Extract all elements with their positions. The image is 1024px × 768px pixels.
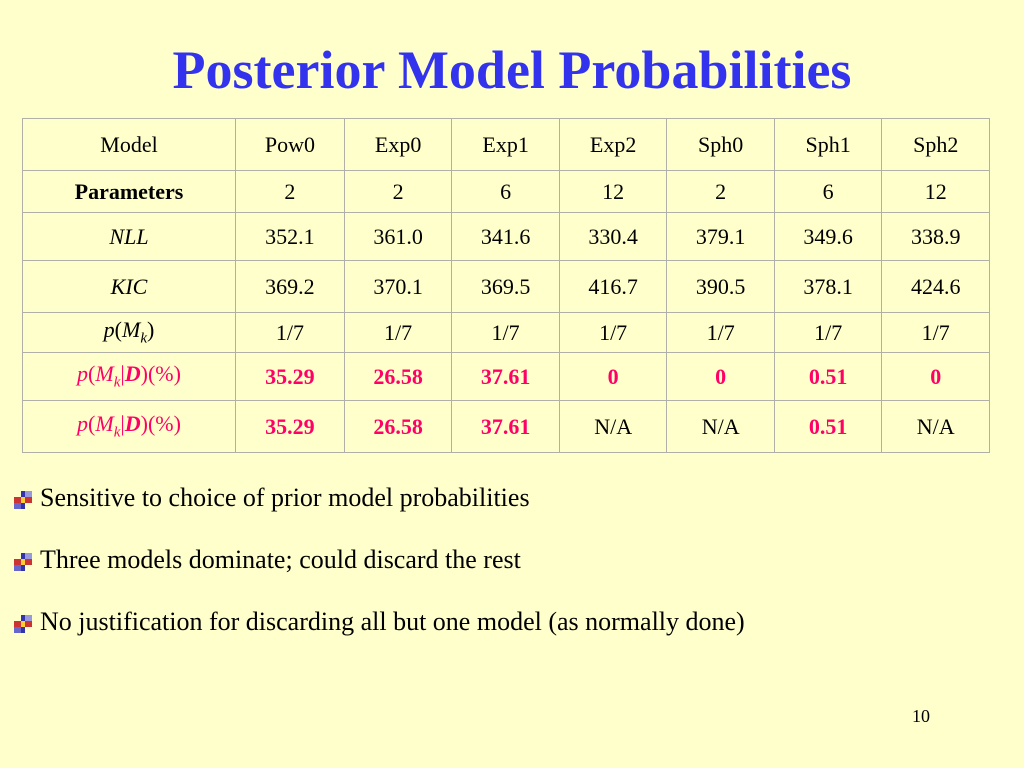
table-cell: 349.6 [773, 212, 883, 261]
label-part: D [124, 411, 141, 437]
table-cell: 341.6 [451, 212, 560, 261]
label-part: k [113, 374, 121, 391]
table-cell: 379.1 [666, 212, 775, 261]
header-cell: Exp0 [343, 118, 453, 171]
row-label: KIC [22, 260, 236, 313]
page-number: 10 [912, 706, 930, 726]
table-cell: 1/7 [558, 312, 668, 353]
table-cell: 37.61 [451, 352, 560, 401]
table-cell: 369.2 [235, 260, 345, 313]
table-cell: 35.29 [235, 352, 345, 401]
table-row: p(Mk) 1/7 1/7 1/7 1/7 1/7 1/7 1/7 [22, 312, 990, 353]
header-cell: Exp1 [451, 118, 560, 171]
label-part: KIC [110, 273, 148, 299]
table-cell: 1/7 [773, 312, 883, 353]
table-cell: 352.1 [235, 212, 345, 261]
label-part: )(%) [140, 361, 181, 387]
bullet-icon [14, 491, 32, 509]
header-cell: Sph0 [666, 118, 775, 171]
bullet-icon [14, 615, 32, 633]
label-part: M [95, 411, 114, 437]
table-row: KIC 369.2 370.1 369.5 416.7 390.5 378.1 424.6 [22, 260, 990, 313]
header-cell: Sph2 [881, 118, 990, 171]
label-part: M [95, 361, 114, 387]
table-cell: 369.5 [451, 260, 560, 313]
label-part: p [77, 361, 89, 387]
row-label: p(Mk|D)(%) [22, 352, 236, 401]
table-row: Parameters 2 2 6 12 2 6 12 [22, 170, 990, 213]
row-label: NLL [22, 212, 236, 261]
bullet-item: Three models dominate; could discard the… [14, 540, 745, 602]
table-cell: 2 [666, 170, 775, 213]
table-cell: N/A [666, 400, 775, 453]
table-row: NLL 352.1 361.0 341.6 330.4 379.1 349.6 338.9 [22, 212, 990, 261]
bullet-item: No justification for discarding all but … [14, 602, 745, 664]
table-cell: 424.6 [881, 260, 990, 313]
slide-title: Posterior Model Probabilities [172, 40, 852, 100]
table-cell: 37.61 [451, 400, 560, 453]
header-row: Model Pow0 Exp0 Exp1 Exp2 Sph0 Sph1 Sph2 [22, 118, 990, 171]
label-part: p [103, 317, 115, 343]
table-cell: 26.58 [343, 352, 453, 401]
table-cell: 26.58 [343, 400, 453, 453]
table: Model Pow0 Exp0 Exp1 Exp2 Sph0 Sph1 Sph2 Paramet… [22, 118, 990, 453]
label-part: NLL [109, 223, 149, 249]
label-part: D [124, 361, 141, 387]
label-part: k [113, 424, 121, 441]
table-cell: 0.51 [773, 352, 883, 401]
table-cell: 2 [235, 170, 345, 213]
label-part: k [140, 330, 147, 347]
table-cell: 361.0 [343, 212, 453, 261]
table-cell: 1/7 [666, 312, 775, 353]
label-part: M [122, 317, 141, 343]
label-part: | [120, 411, 125, 437]
bullet-text: Sensitive to choice of prior model proba… [40, 483, 530, 512]
header-cell: Model [22, 118, 236, 171]
table-cell: 12 [558, 170, 668, 213]
table-cell: 370.1 [343, 260, 453, 313]
table-row: p(Mk|D)(%) 35.29 26.58 37.61 0 0 0.51 0 [22, 352, 990, 401]
table-cell: 0.51 [773, 400, 883, 453]
header-cell: Exp2 [558, 118, 668, 171]
label-part: )(%) [140, 411, 181, 437]
table-cell: 12 [881, 170, 990, 213]
table-cell: 338.9 [881, 212, 990, 261]
table-cell: 35.29 [235, 400, 345, 453]
table-cell: 378.1 [773, 260, 883, 313]
bullet-text: Three models dominate; could discard the… [40, 545, 521, 574]
table-row: p(Mk|D)(%) 35.29 26.58 37.61 N/A N/A 0.51 N/A [22, 400, 990, 453]
header-cell: Pow0 [235, 118, 345, 171]
table-cell: 6 [773, 170, 883, 213]
table-cell: 1/7 [343, 312, 453, 353]
label-part: | [120, 361, 125, 387]
table-cell: 1/7 [881, 312, 990, 353]
bullet-list: Sensitive to choice of prior model proba… [14, 478, 745, 664]
table-cell: N/A [881, 400, 990, 453]
table-cell: 390.5 [666, 260, 775, 313]
table-cell: 0 [881, 352, 990, 401]
table-cell: 416.7 [558, 260, 668, 313]
table-cell: 6 [451, 170, 560, 213]
header-cell: Sph1 [773, 118, 883, 171]
table-cell: N/A [558, 400, 668, 453]
bullet-text: No justification for discarding all but … [40, 607, 745, 636]
table-cell: 0 [666, 352, 775, 401]
table-cell: 1/7 [451, 312, 560, 353]
table-cell: 2 [343, 170, 453, 213]
bullet-item: Sensitive to choice of prior model proba… [14, 478, 745, 540]
label-part: ( [88, 411, 96, 437]
label-part: Parameters [74, 178, 184, 204]
row-label: p(Mk|D)(%) [22, 400, 236, 453]
table-cell: 1/7 [235, 312, 345, 353]
label-part: ) [147, 317, 155, 343]
bullet-icon [14, 553, 32, 571]
row-label: Parameters [22, 170, 236, 213]
label-part: ( [114, 317, 122, 343]
label-part: ( [88, 361, 96, 387]
label-part: p [77, 411, 89, 437]
row-label: p(Mk) [22, 312, 236, 353]
table-cell: 0 [558, 352, 668, 401]
table-cell: 330.4 [558, 212, 668, 261]
